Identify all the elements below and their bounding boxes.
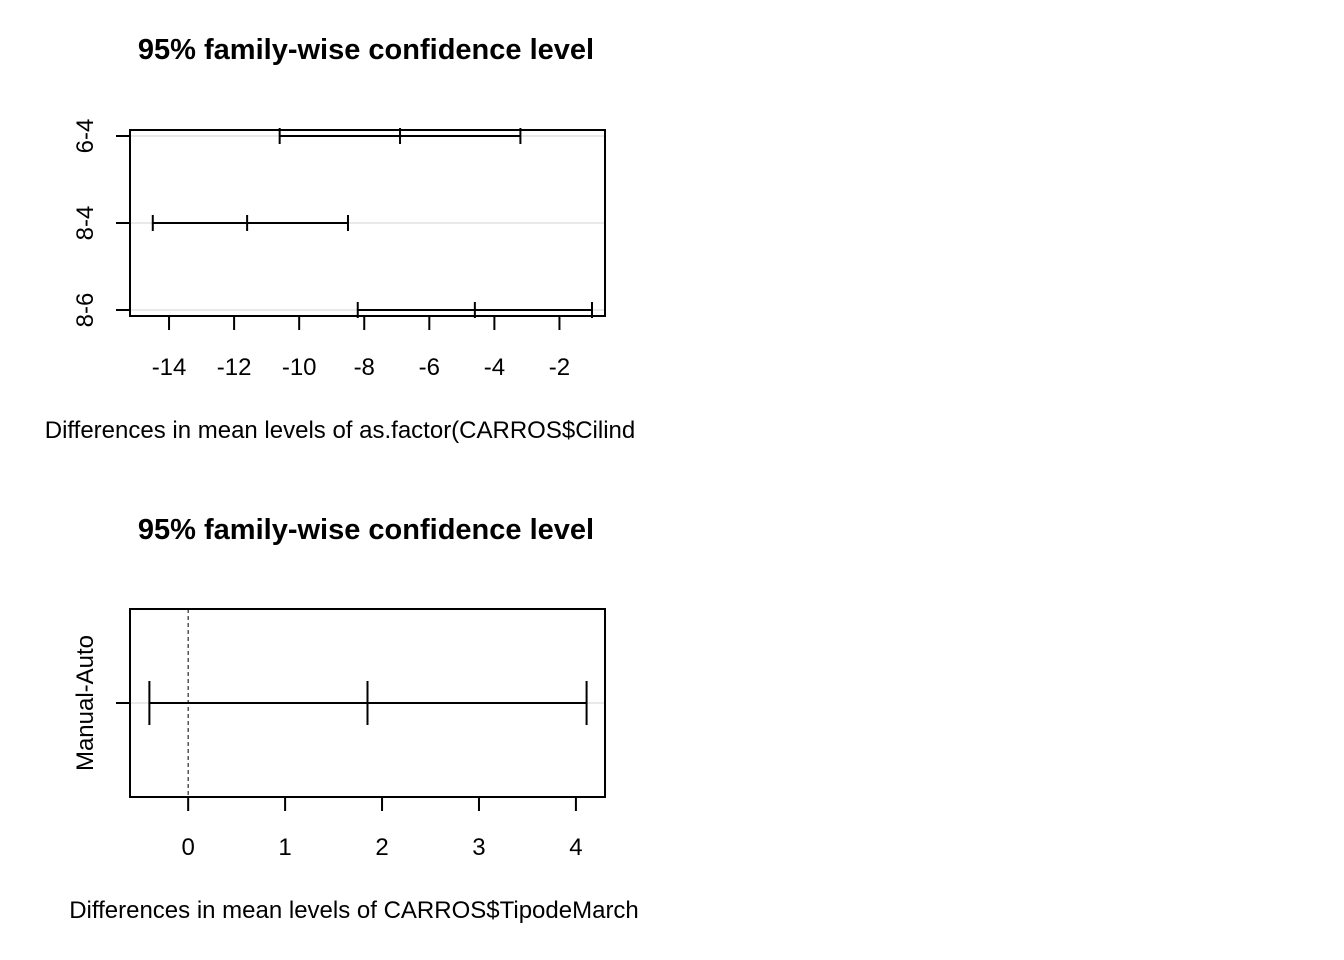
tukey-panel-1: 95% family-wise confidence level 6-4 8-4 8-…: [45, 34, 635, 444]
x-tick-label: 3: [472, 834, 485, 861]
x-tick-label: -10: [282, 354, 317, 381]
x-tick-label: -8: [354, 354, 375, 381]
y-tick-label: 8-4: [72, 206, 99, 241]
x-tick-label: -4: [484, 354, 505, 381]
confidence-interval-Manual-Auto: [148, 681, 588, 725]
confidence-interval-8-4: [151, 215, 349, 231]
y-tick-label: 6-4: [72, 119, 99, 154]
x-tick-label: 2: [375, 834, 388, 861]
x-tick-label: 1: [278, 834, 291, 861]
x-tick-label: 4: [569, 834, 582, 861]
x-tick-label: -12: [217, 354, 252, 381]
x-tick-label: -2: [549, 354, 570, 381]
x-axis-label: Differences in mean levels of CARROS$Tip…: [69, 897, 639, 924]
chart-title: 95% family-wise confidence level: [138, 514, 594, 546]
x-tick-label: 0: [181, 834, 194, 861]
y-tick-label: 8-6: [72, 293, 99, 328]
y-tick-label: Manual-Auto: [72, 635, 99, 771]
tukey-panel-2: 95% family-wise confidence level Manual-A…: [69, 514, 639, 924]
chart-title: 95% family-wise confidence level: [138, 34, 594, 66]
x-axis-label: Differences in mean levels of as.factor(…: [45, 417, 635, 444]
x-tick-label: -14: [152, 354, 187, 381]
x-tick-label: -6: [419, 354, 440, 381]
